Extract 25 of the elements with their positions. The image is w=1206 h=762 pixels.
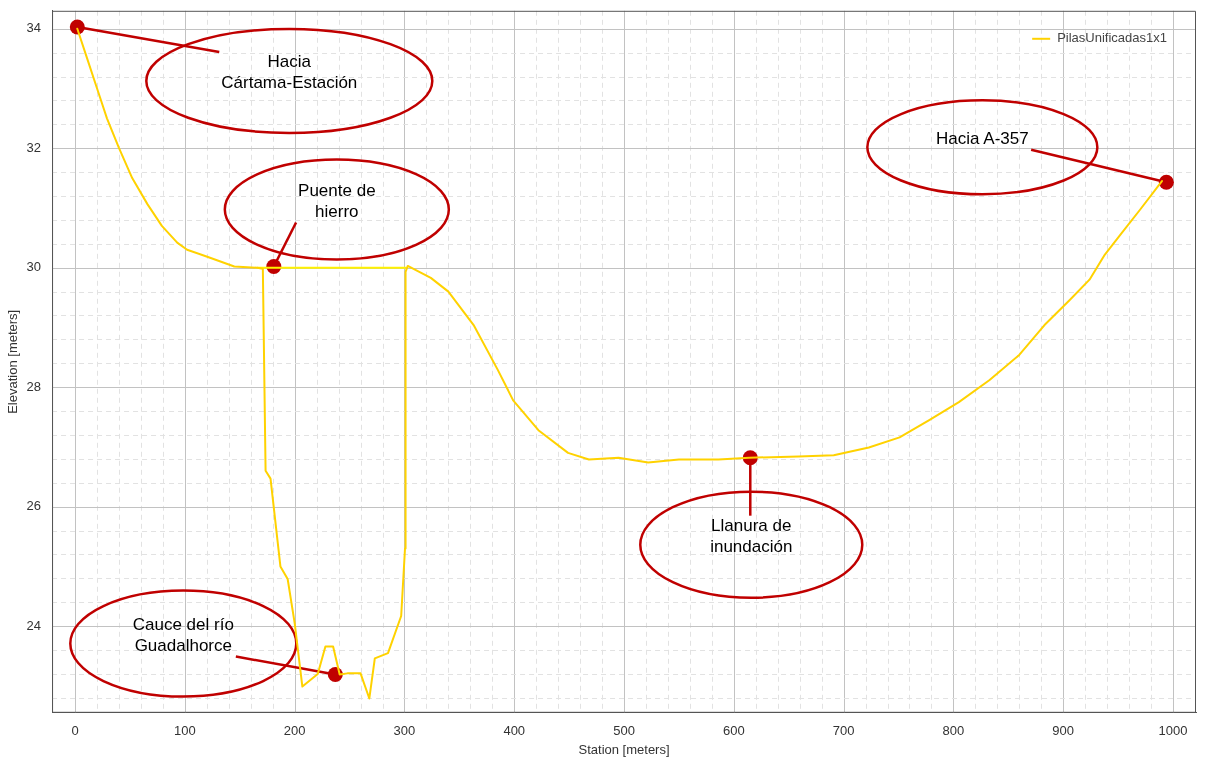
x-tick-label: 800 (942, 723, 965, 739)
x-tick-label: 1000 (1158, 723, 1188, 739)
x-tick-label: 700 (832, 723, 855, 739)
x-tick-label: 200 (283, 723, 306, 739)
x-tick-label: 100 (174, 723, 196, 739)
y-tick-label: 24 (26, 617, 42, 633)
x-tick-label: 300 (393, 723, 416, 739)
x-axis-title: Station [meters] (578, 741, 670, 757)
annotation: Puente de hierro (298, 180, 376, 221)
annotation: Cauce del río Guadalhorce (132, 614, 234, 655)
y-tick-label: 26 (26, 498, 42, 514)
x-tick-label: 500 (613, 723, 635, 739)
legend-label: PilasUnificadas1x1 (1057, 30, 1168, 46)
annotation: Hacia A-357 (936, 128, 1029, 148)
annotation: Llanura de inundación (710, 515, 793, 556)
y-tick-label: 32 (26, 139, 42, 155)
y-tick-label: 34 (26, 20, 42, 36)
x-tick-label: 0 (71, 723, 79, 739)
y-axis-title: Elevation [meters] (5, 309, 21, 414)
x-tick-label: 400 (503, 723, 526, 739)
y-tick-label: 28 (26, 378, 42, 394)
annotation: Hacia Cártama-Estación (221, 52, 358, 93)
y-tick-label: 30 (26, 259, 42, 275)
x-tick-label: 600 (722, 723, 745, 739)
x-tick-label: 900 (1052, 723, 1075, 739)
